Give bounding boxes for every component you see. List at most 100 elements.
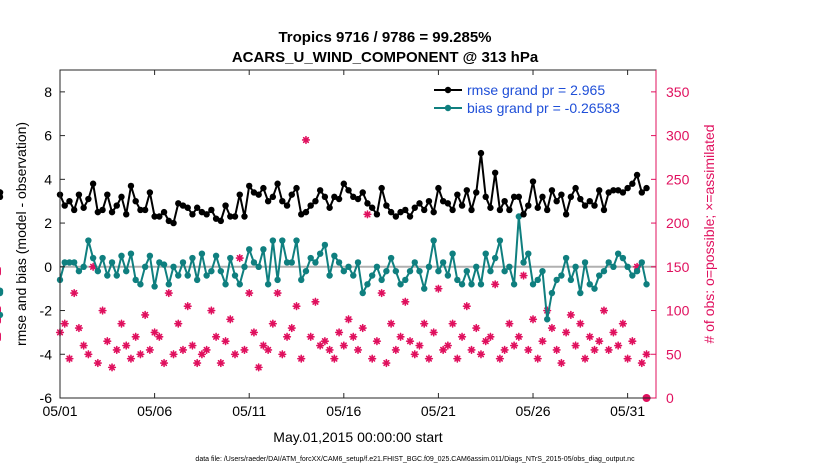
rmse-point [643,184,650,192]
bias-point [189,254,196,262]
obs-stroke [279,351,286,358]
rmse-point [633,171,641,179]
obs-stroke [558,359,565,367]
obs-assimilated-marker [486,332,495,341]
obs-stroke [581,355,589,362]
obs-assimilated-marker [509,341,519,350]
bias-point [600,267,608,275]
obs-assimilated-marker [230,350,240,359]
obs-stroke [274,289,281,297]
bias-point [548,289,556,297]
obs-assimilated-marker [415,341,424,350]
obs-stroke [454,355,461,362]
rmse-point [392,213,400,220]
bias-point [591,285,598,292]
bias-point [321,241,329,249]
obs-assimilated-marker [623,354,632,363]
obs-stroke [246,289,253,297]
obs-assimilated-marker [278,350,287,359]
obs-stroke [529,316,537,323]
bias-point [444,272,452,279]
obs-assimilated-marker [642,350,651,359]
obs-assimilated-marker [429,328,438,337]
rmse-point [113,202,120,209]
obs-assimilated-marker [566,310,575,320]
obs-stroke [335,329,343,336]
obs-assimilated-marker [150,328,159,337]
bias-point [610,263,617,270]
bias-point [66,259,73,266]
obs-stroke [520,272,527,279]
obs-assimilated-marker [391,345,400,354]
obs-assimilated-marker [221,337,230,346]
obs-assimilated-marker [405,337,415,346]
obs-stroke [482,338,489,345]
obs-assimilated-marker [439,345,448,354]
obs-assimilated-marker [491,280,500,289]
x-tick-label: 05/16 [326,403,361,419]
rmse-point [75,191,83,198]
bias-point [567,276,575,284]
bias-point [416,267,423,275]
rmse-point [312,198,319,205]
bias-point [302,267,310,275]
rmse-point [638,189,646,196]
obs-stroke [302,136,310,144]
rmse-point [184,204,191,211]
bias-point [596,272,603,279]
rmse-point [510,193,518,201]
obs-stroke [440,346,447,354]
obs-assimilated-marker [462,302,471,311]
x-tick-label: 05/21 [421,403,456,419]
obs-stroke [127,355,135,362]
obs-stroke [132,333,139,340]
bias-point [279,237,286,244]
obs-assimilated-marker [226,315,235,324]
bias-point [539,267,546,275]
bias-point [307,254,314,262]
obs-stroke [392,346,399,354]
obs-assimilated-marker [538,337,547,346]
bias-point [373,263,381,270]
obs-stroke [217,359,224,367]
bias-point [151,283,158,290]
bias-point [104,272,111,279]
bias-point [335,259,343,266]
obs-stroke [241,346,248,354]
obs-assimilated-marker [434,284,443,293]
bias-point [175,272,182,279]
obs-assimilated-marker [117,319,126,328]
rmse-point [189,211,196,218]
rmse-point [264,198,272,205]
bias-point [577,289,584,297]
obs-stroke [108,364,116,371]
obs-stroke [496,355,504,362]
bias-point [255,263,262,270]
rmse-point [624,184,631,192]
rmse-point [435,184,442,192]
bias-point [293,237,300,244]
rmse-point [137,206,144,214]
obs-stroke [449,320,456,327]
bias-point [643,281,650,288]
y-tick-label-right: 350 [666,84,690,100]
rmse-point [553,198,560,205]
obs-stroke [160,359,168,367]
rmse-point [241,213,248,220]
x-tick-label: 05/06 [137,403,172,419]
rmse-point [454,191,461,198]
obs-stroke [397,333,404,340]
bias-point [165,281,172,288]
rmse-point [0,189,4,196]
obs-assimilated-marker [467,345,476,354]
rmse-point [581,202,589,209]
rmse-point [629,180,636,187]
bias-point [260,246,267,253]
x-tick-label: 05/26 [515,403,550,419]
rmse-point [274,180,281,187]
obs-assimilated-marker [311,297,320,306]
obs-assimilated-marker [457,332,467,341]
obs-assimilated-marker [183,302,192,311]
obs-assimilated-marker [585,332,594,341]
